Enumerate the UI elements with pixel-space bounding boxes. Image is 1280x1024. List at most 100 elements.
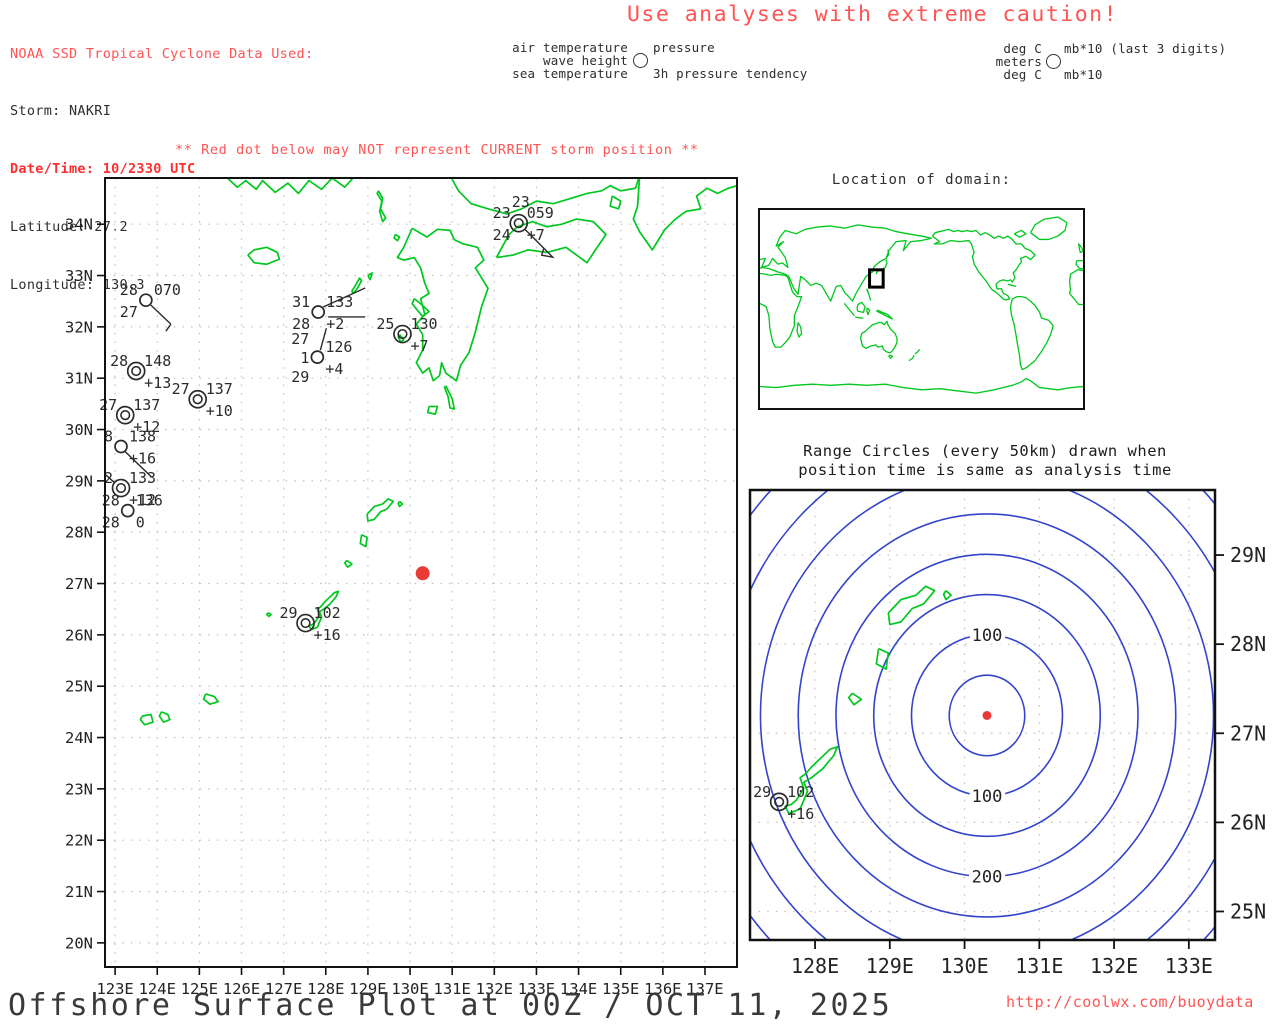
legend-pressure-label: pressure	[653, 40, 715, 55]
legend-unit-mb10: mb*10	[1064, 67, 1103, 82]
svg-text:28: 28	[102, 492, 120, 510]
svg-text:124E: 124E	[139, 980, 176, 995]
svg-text:133: 133	[326, 293, 353, 311]
svg-text:129E: 129E	[349, 980, 386, 995]
station-circle-icon	[633, 53, 648, 68]
svg-text:34N: 34N	[65, 216, 93, 234]
info-line-latitude: Latitude: 27.2	[10, 219, 128, 236]
svg-text:29: 29	[753, 783, 771, 801]
storm-info-block: NOAA SSD Tropical Cyclone Data Used: Sto…	[10, 6, 313, 315]
svg-text:26N: 26N	[1230, 810, 1266, 834]
svg-text:134E: 134E	[560, 980, 597, 995]
svg-text:136E: 136E	[644, 980, 681, 995]
range-circles-title-line2: position time is same as analysis time	[798, 461, 1172, 479]
svg-text:0: 0	[136, 514, 145, 532]
caution-heading: Use analyses with extreme caution!	[626, 2, 1119, 27]
svg-text:28N: 28N	[1230, 632, 1266, 656]
svg-text:131E: 131E	[434, 980, 471, 995]
svg-text:27N: 27N	[1230, 721, 1266, 745]
station-plot: 29 102 +16	[753, 783, 814, 823]
range-distance-label: 200	[972, 868, 1003, 888]
svg-text:133: 133	[129, 469, 156, 487]
map-clipped-layers	[105, 178, 737, 967]
svg-text:28: 28	[110, 352, 128, 370]
domain-location-box	[868, 268, 885, 289]
svg-text:+4: +4	[325, 360, 343, 378]
svg-text:148: 148	[144, 352, 171, 370]
inset-frame	[758, 208, 1085, 410]
svg-text:20N: 20N	[65, 934, 93, 952]
axis-labels: 123E 124E 125E 126E 127E 128E 129E 130E 131E 132E…	[65, 216, 724, 995]
station-plot: 25 130 +7	[376, 315, 437, 355]
svg-text:25N: 25N	[1230, 899, 1266, 923]
svg-text:23N: 23N	[65, 780, 93, 798]
svg-text:+13: +13	[144, 374, 171, 392]
svg-text:102: 102	[787, 783, 814, 801]
svg-text:2: 2	[104, 469, 113, 487]
svg-text:130E: 130E	[391, 980, 428, 995]
svg-text:132E: 132E	[1090, 954, 1138, 978]
svg-text:23: 23	[493, 204, 511, 222]
station-plot: 28 148 +13	[110, 352, 171, 392]
svg-text:+12: +12	[133, 418, 160, 436]
svg-text:32N: 32N	[65, 318, 93, 336]
info-line-storm: Storm: NAKRI	[10, 103, 112, 120]
svg-text:28: 28	[120, 281, 138, 299]
svg-text:27: 27	[172, 380, 190, 398]
range-axis-labels: 128E 129E 130E 131E 132E 133E 25N 26N 27N 28N 29N	[791, 543, 1266, 978]
plot-main-title: Offshore Surface Plot at 00Z / OCT 11, 2…	[8, 988, 893, 1023]
map-frame	[104, 177, 738, 968]
station-plot: 8 138 +16	[104, 427, 156, 477]
station-plot: 28 27 070	[120, 281, 181, 332]
range-clipped-layers: 29 102 +16 100 100 200	[750, 490, 1215, 940]
range-grid	[750, 490, 1215, 940]
svg-text:28: 28	[292, 315, 310, 333]
svg-text:31: 31	[292, 293, 310, 311]
range-circles	[750, 490, 1215, 940]
svg-text:128E: 128E	[791, 954, 839, 978]
svg-text:24N: 24N	[65, 729, 93, 747]
red-dot-disclaimer: ** Red dot below may NOT represent CURRE…	[175, 142, 699, 158]
svg-text:24: 24	[493, 226, 511, 244]
svg-text:33N: 33N	[65, 267, 93, 285]
svg-text:135E: 135E	[602, 980, 639, 995]
svg-text:129E: 129E	[866, 954, 914, 978]
svg-text:128E: 128E	[307, 980, 344, 995]
source-url-link[interactable]: http://coolwx.com/buoydata	[1006, 993, 1254, 1011]
svg-text:+16: +16	[314, 626, 341, 644]
svg-text:29: 29	[291, 368, 309, 386]
svg-text:+7: +7	[527, 226, 545, 244]
svg-text:+10: +10	[206, 402, 233, 420]
range-distance-label: 100	[972, 787, 1003, 807]
svg-text:126: 126	[325, 338, 352, 356]
station-plot: 27 137 +10	[172, 380, 233, 420]
svg-text:127E: 127E	[265, 980, 302, 995]
svg-text:31N: 31N	[65, 370, 93, 388]
range-distance-label: 100	[972, 626, 1003, 646]
range-circles-map: 29 102 +16 100 100 200 128E 129E 130E 131E 132E 133…	[748, 488, 1266, 978]
legend-unit-degc-top: deg C	[1003, 41, 1042, 56]
info-line-datetime: Date/Time: 10/2330 UTC	[10, 161, 196, 178]
legend-wave-height-label: wave height	[543, 53, 628, 68]
svg-text:+16: +16	[787, 805, 814, 823]
station-plot: 27 137 +12	[99, 396, 160, 436]
range-frame	[748, 488, 1217, 942]
svg-text:27N: 27N	[65, 575, 93, 593]
svg-text:29N: 29N	[65, 472, 93, 490]
info-line-source: NOAA SSD Tropical Cyclone Data Used:	[10, 45, 314, 62]
svg-text:25: 25	[376, 315, 394, 333]
svg-text:130E: 130E	[940, 954, 988, 978]
svg-text:+7: +7	[410, 337, 428, 355]
svg-text:132E: 132E	[476, 980, 513, 995]
svg-text:102: 102	[314, 604, 341, 622]
svg-text:070: 070	[154, 281, 181, 299]
svg-text:8: 8	[104, 427, 113, 445]
coastlines	[139, 178, 737, 726]
svg-text:133E: 133E	[518, 980, 555, 995]
svg-text:137E: 137E	[686, 980, 723, 995]
world-location-inset-map	[758, 208, 1085, 410]
legend-sea-temperature-label: sea temperature	[512, 66, 628, 81]
